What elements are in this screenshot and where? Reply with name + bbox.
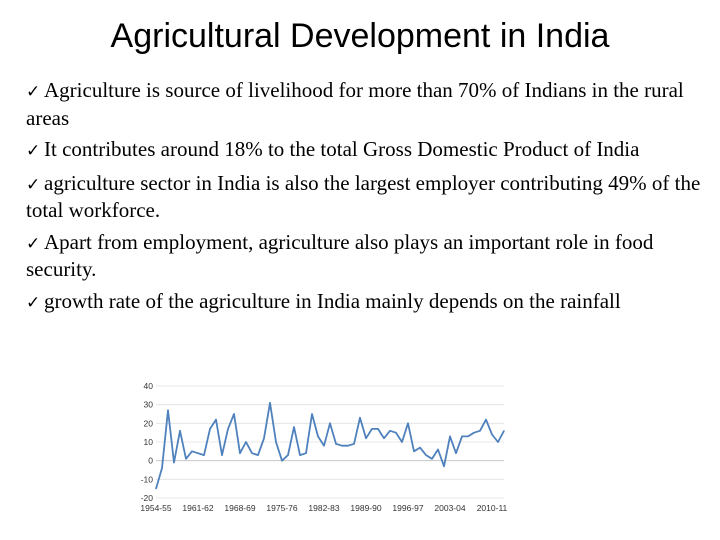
data-point <box>491 433 493 436</box>
data-point <box>311 413 313 415</box>
data-point <box>419 447 421 449</box>
check-icon: ✓ <box>26 233 41 254</box>
y-tick-label: 40 <box>144 381 154 391</box>
x-tick-label: 1989-90 <box>350 503 381 513</box>
x-tick-label: 1968-69 <box>224 503 255 513</box>
x-tick-label: 1961-62 <box>182 503 213 513</box>
data-point <box>251 452 253 454</box>
data-point <box>239 452 241 454</box>
data-point <box>497 441 499 443</box>
data-point <box>329 422 331 424</box>
data-point <box>185 458 187 460</box>
slide-title: Agricultural Development in India <box>110 17 610 55</box>
data-point <box>257 454 259 456</box>
check-icon: ✓ <box>26 141 41 161</box>
x-tick-label: 1996-97 <box>392 503 423 513</box>
x-tick-label: 1954-55 <box>140 503 171 513</box>
data-point <box>227 428 229 430</box>
data-point <box>317 435 319 437</box>
data-point <box>431 458 433 460</box>
data-point <box>479 430 481 432</box>
bullet-item: ✓ Agriculture is source of livelihood for… <box>26 78 706 131</box>
data-point <box>347 445 349 447</box>
data-point <box>485 419 487 421</box>
data-point <box>155 488 157 490</box>
data-point <box>341 445 343 447</box>
data-point <box>173 461 175 464</box>
y-tick-label: 10 <box>144 437 154 447</box>
growth-rate-series-line <box>155 401 505 489</box>
data-point <box>359 417 361 419</box>
bullet-item: ✓ Apart from employment, agriculture also… <box>26 230 706 283</box>
data-point <box>353 443 355 445</box>
data-point <box>437 448 439 451</box>
data-point <box>293 426 295 428</box>
data-point <box>335 443 337 445</box>
bullet-text: growth rate of the agriculture in India … <box>44 288 621 313</box>
bullet-text: It contributes around 18% to the total G… <box>44 137 640 161</box>
data-point <box>197 452 199 454</box>
data-point <box>401 441 403 443</box>
data-point <box>233 413 235 415</box>
data-point <box>377 428 379 430</box>
y-tick-label: -20 <box>141 493 154 503</box>
data-point <box>167 409 169 411</box>
data-point <box>281 460 283 462</box>
data-point <box>215 419 217 421</box>
bullet-item: ✓ agriculture sector in India is also the… <box>26 171 706 224</box>
bullet-text: Apart from employment, agriculture also … <box>26 229 654 282</box>
check-icon: ✓ <box>26 292 41 313</box>
x-tick-label: 2003-04 <box>434 503 465 513</box>
bullet-item: ✓ growth rate of the agriculture in India… <box>26 289 706 317</box>
data-point <box>209 428 211 430</box>
x-tick-label: 2010-11 <box>477 503 508 513</box>
data-point <box>179 430 181 432</box>
check-icon: ✓ <box>26 82 41 102</box>
data-point <box>365 437 367 439</box>
data-point <box>263 437 265 439</box>
data-point <box>467 435 469 437</box>
y-tick-label: 20 <box>144 418 154 428</box>
data-point <box>269 402 271 404</box>
bullet-list: ✓ Agriculture is source of livelihood for… <box>26 78 706 322</box>
bullet-text: Agriculture is source of livelihood for … <box>26 78 684 130</box>
x-tick-label: 1975-76 <box>266 503 297 513</box>
bullet-item: ✓ It contributes around 18% to the total … <box>26 137 706 165</box>
data-point <box>203 454 205 456</box>
data-point <box>275 441 277 443</box>
data-point <box>299 454 301 456</box>
data-point <box>395 432 397 434</box>
x-tick-label: 1982-83 <box>308 503 339 513</box>
data-point <box>407 422 409 424</box>
data-point <box>287 454 289 456</box>
data-point <box>503 430 505 432</box>
data-point <box>389 430 391 432</box>
bullet-text: agriculture sector in India is also the … <box>26 170 701 223</box>
y-tick-label: 0 <box>148 456 153 466</box>
data-point <box>443 465 445 467</box>
data-point <box>425 454 427 456</box>
data-point <box>245 441 247 443</box>
data-point <box>473 432 475 434</box>
data-point <box>323 445 325 447</box>
y-tick-label: 30 <box>144 400 154 410</box>
check-icon: ✓ <box>26 174 41 195</box>
data-point <box>191 450 193 452</box>
data-point <box>383 437 385 439</box>
data-point <box>305 452 307 454</box>
data-point <box>221 454 223 456</box>
data-point <box>461 435 463 437</box>
data-point <box>455 452 457 454</box>
data-point <box>371 428 373 430</box>
data-point <box>161 467 163 469</box>
growth-rate-line-chart: -20 -10 0 10 20 30 40 1954-55 1961-62 1968-69 1975… <box>140 381 508 513</box>
data-point <box>413 450 415 452</box>
data-point <box>449 435 451 437</box>
y-tick-label: -10 <box>141 474 154 484</box>
